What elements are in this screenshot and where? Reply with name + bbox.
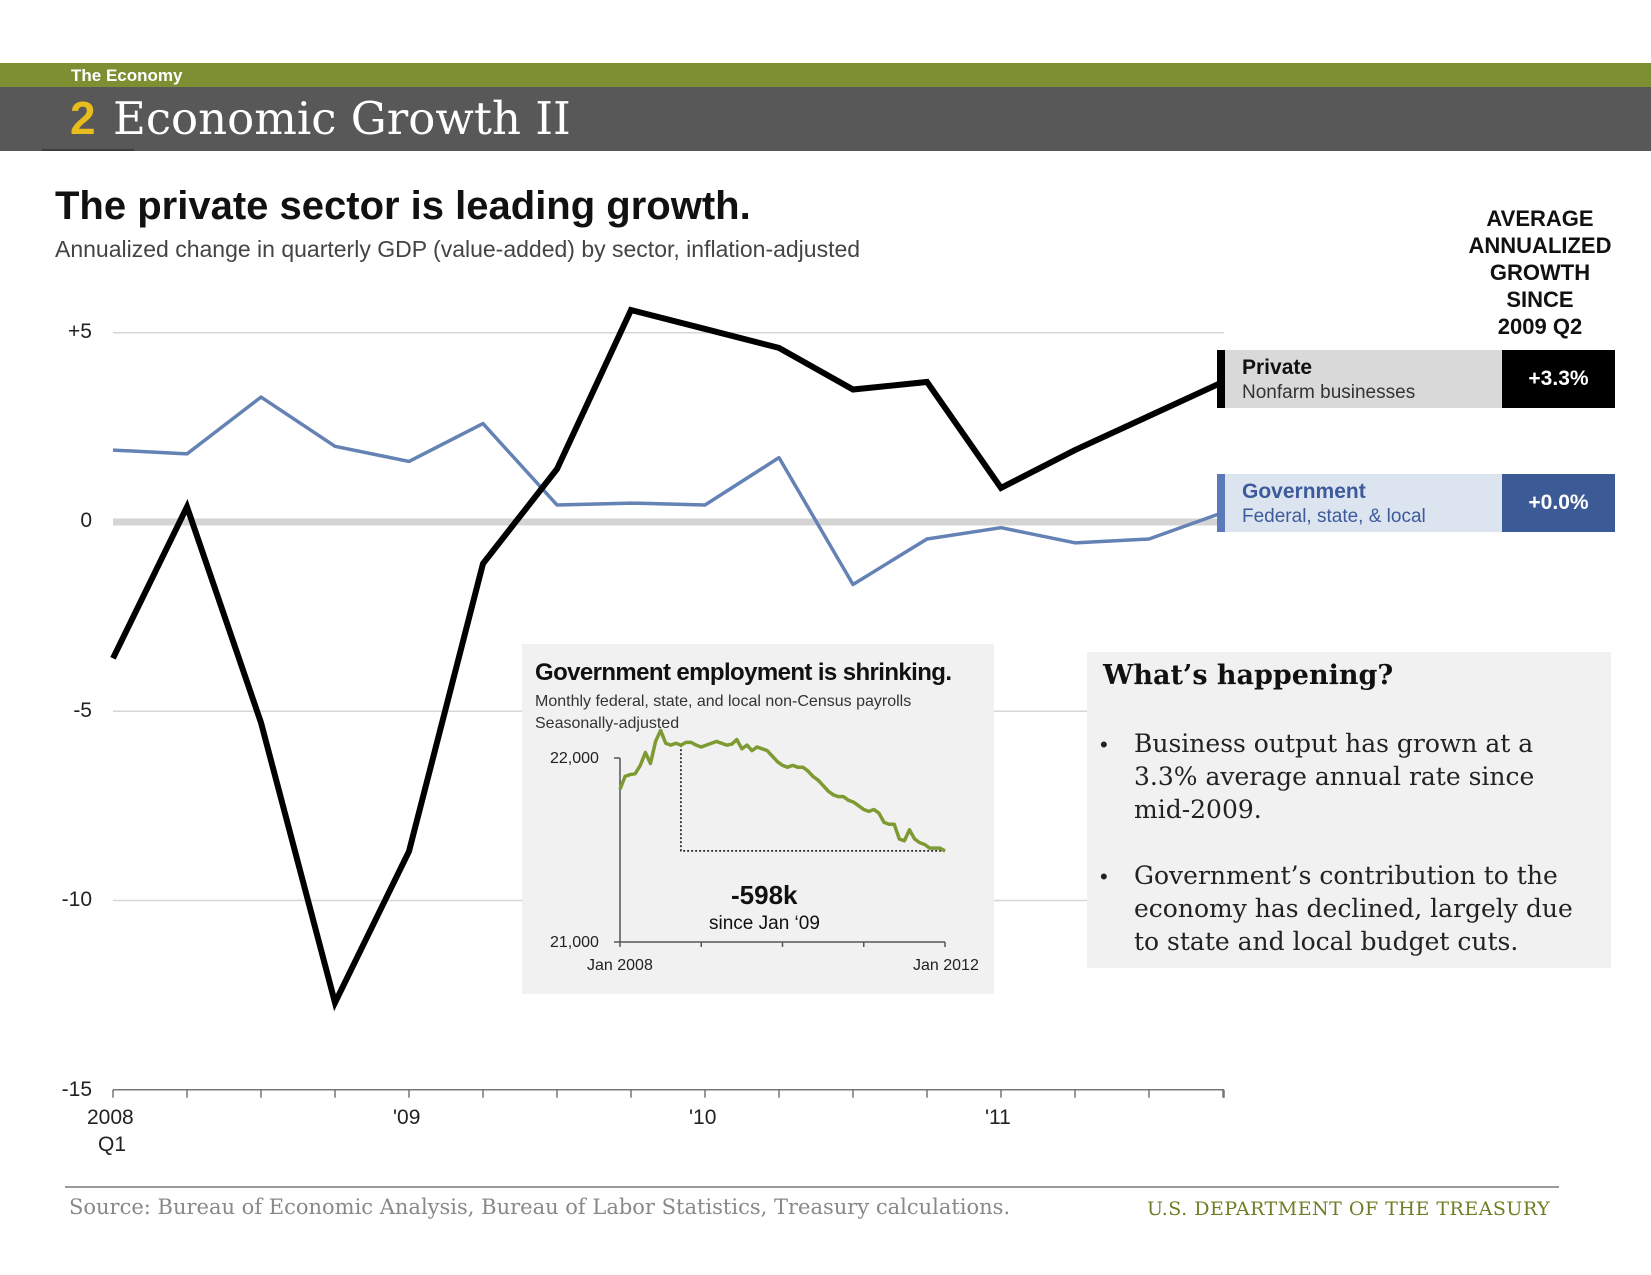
x-tick-label: '09 [393,1106,421,1129]
page-title: Economic Growth II [113,92,571,145]
inset-x-tick-label: Jan 2008 [587,957,653,974]
legend-private-sub: Nonfarm businesses [1242,382,1416,403]
bullet-line: to state and local budget cuts. [1134,927,1519,956]
x-tick-label: '11 [985,1106,1011,1129]
y-tick-label: +5 [68,320,92,343]
inset-title: Government employment is shrinking. [535,659,952,686]
inset-x-tick-label: Jan 2012 [913,957,979,974]
inset-change-bracket [680,745,945,852]
x-tick-label: Q1 [98,1133,127,1156]
bullet-line: mid-2009. [1134,795,1262,824]
avg-title-line: AVERAGE [1486,206,1594,231]
title-bar [0,87,1651,151]
inset-y-tick-label: 22,000 [550,750,599,767]
y-tick-label: 0 [80,509,92,532]
bullet-line: Business output has grown at a [1134,729,1534,758]
avg-title-line: ANNUALIZED [1468,233,1612,258]
title-underline [42,149,134,151]
inset-subtitle: Monthly federal, state, and local non-Ce… [535,693,912,710]
inset-change-label: since Jan ‘09 [709,913,820,934]
bullet-line: economy has declined, largely due [1134,894,1573,923]
inset-subtitle-2: Seasonally-adjusted [535,715,680,732]
x-tick-label: '10 [689,1106,717,1129]
average-growth-title: AVERAGE ANNUALIZED GROWTH SINCE 2009 Q2 [1440,205,1640,340]
inset-change-value: -598k [731,880,798,910]
section-label: The Economy [71,66,183,85]
inset-panel [522,644,994,994]
bullet-line: 3.3% average annual rate since [1134,762,1535,791]
bullet-line: Government’s contribution to the [1134,861,1558,890]
source-note: Source: Bureau of Economic Analysis, Bur… [69,1195,1011,1219]
y-tick-label: -5 [73,699,92,722]
legend-private-value: +3.3% [1502,350,1615,408]
bullet-item: Business output has grown at a 3.3% aver… [1134,727,1614,826]
legend-government-sub: Federal, state, & local [1242,506,1426,527]
page-number: 2 [70,92,96,144]
avg-title-line: SINCE [1506,287,1574,312]
inset-series-line [618,728,946,853]
series-line-government [112,395,1224,587]
chart-headline: The private sector is leading growth. [55,184,751,228]
x-tick-label: 2008 [87,1106,134,1129]
section-bar [0,63,1651,87]
whats-happening-title: What’s happening? [1103,660,1394,691]
avg-title-line: 2009 Q2 [1497,314,1583,339]
legend-private: Private Nonfarm businesses +3.3% [1217,350,1615,408]
legend-government: Government Federal, state, & local +0.0% [1217,474,1615,532]
whats-happening-panel [1087,652,1611,968]
y-tick-label: -15 [61,1078,92,1101]
bullet-dot: • [1100,864,1108,889]
series-line-private [110,306,1225,1012]
legend-government-value: +0.0% [1502,474,1615,532]
avg-title-line: GROWTH [1489,260,1591,285]
legend-government-name: Government [1242,480,1366,503]
legend-private-name: Private [1242,356,1313,379]
footer-rule [65,1186,1559,1188]
inset-y-tick-label: 21,000 [550,934,599,951]
agency-name: U.S. DEPARTMENT OF THE TREASURY [1147,1198,1551,1220]
bullet-dot: • [1100,732,1108,757]
y-tick-label: -10 [61,888,92,911]
chart-subhead: Annualized change in quarterly GDP (valu… [55,236,861,262]
bullet-item: Government’s contribution to the economy… [1134,859,1614,958]
